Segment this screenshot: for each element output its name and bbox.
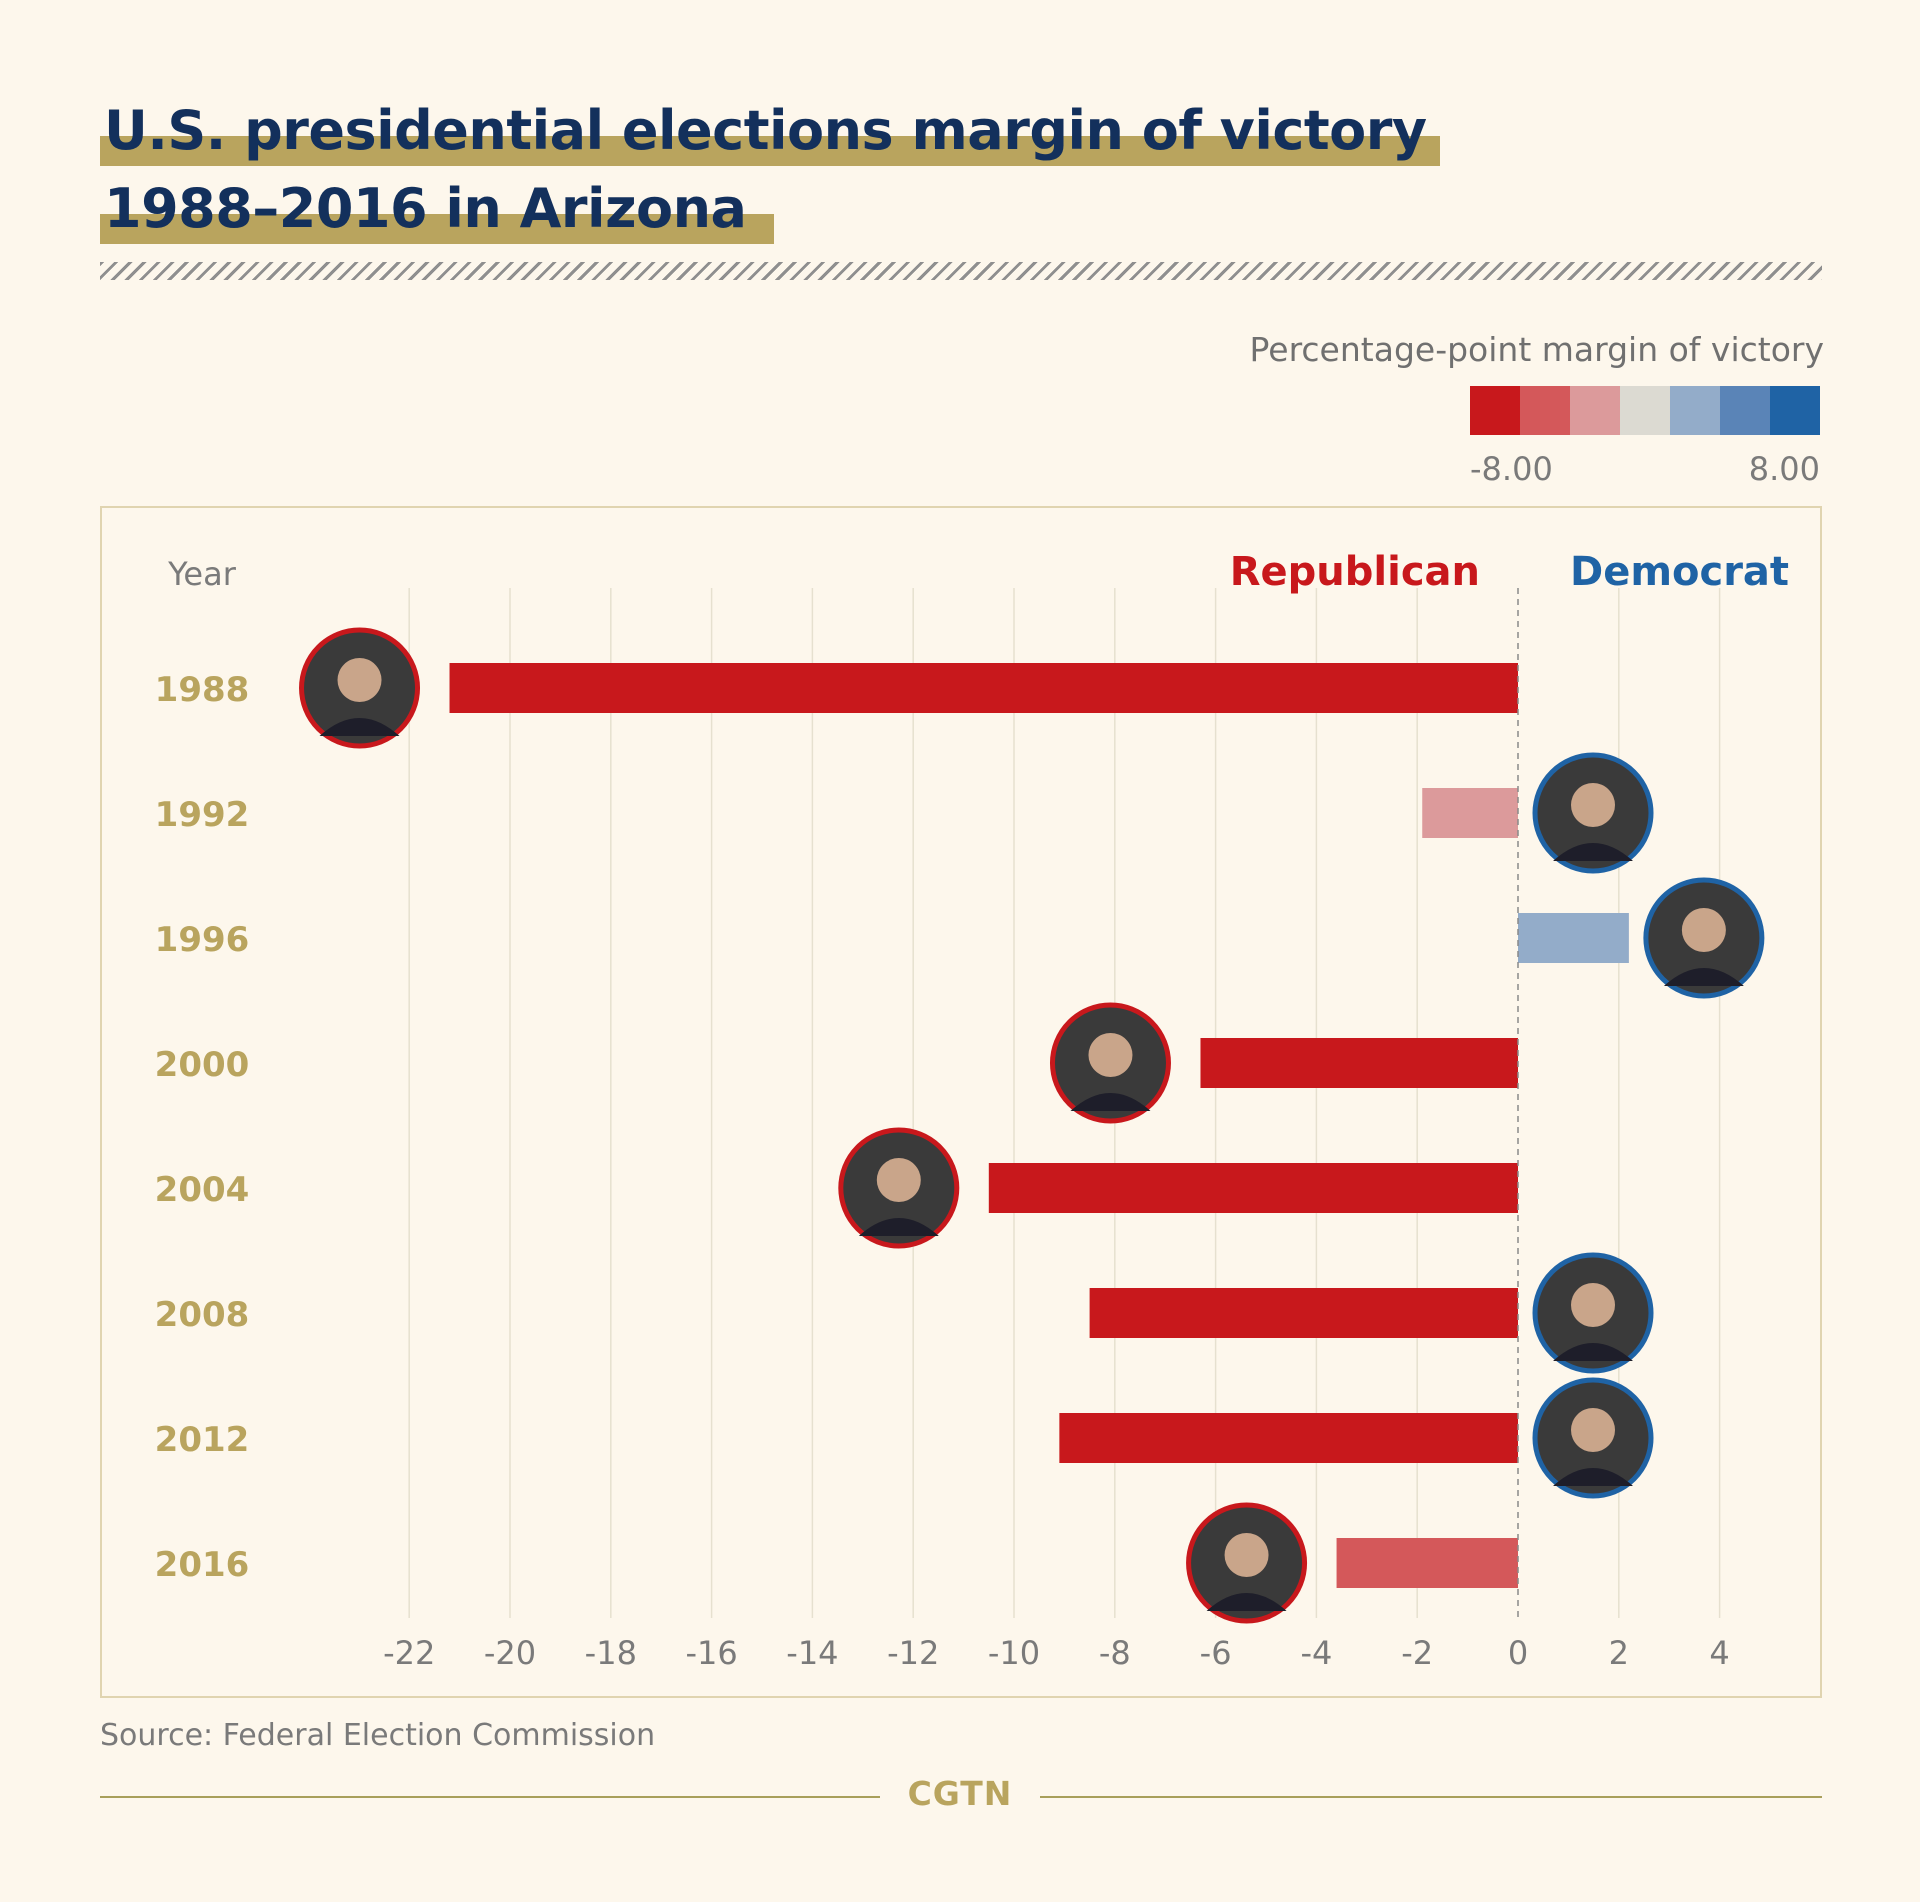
source-note: Source: Federal Election Commission [100, 1718, 656, 1753]
year-label-2012: 2012 [155, 1420, 250, 1460]
footer-rule-right [1040, 1796, 1822, 1798]
candidate-suit-2004 [858, 1218, 939, 1236]
legend-min-label: -8.00 [1470, 450, 1553, 488]
year-header: Year [167, 555, 237, 593]
legend-swatch-3 [1620, 386, 1670, 435]
democrat-label: Democrat [1570, 549, 1789, 595]
color-scale-legend [1470, 386, 1820, 435]
bar-2012 [1059, 1413, 1518, 1463]
year-label-2000: 2000 [155, 1045, 250, 1085]
candidate-face-2016 [1224, 1533, 1269, 1577]
candidate-face-2008 [1571, 1283, 1615, 1327]
hatched-divider [100, 262, 1822, 280]
title-text-1: U.S. presidential elections margin of vi… [104, 99, 1427, 162]
x-tick-label-1: -20 [484, 1634, 536, 1672]
x-tick-label-12: 2 [1609, 1634, 1629, 1672]
bar-2000 [1200, 1038, 1518, 1088]
bar-1992 [1422, 788, 1518, 838]
x-tick-label-0: -22 [383, 1634, 435, 1672]
year-label-1992: 1992 [155, 795, 250, 835]
candidate-suit-1996 [1663, 968, 1744, 986]
candidate-face-2000 [1088, 1033, 1133, 1077]
x-tick-label-6: -10 [988, 1634, 1040, 1672]
x-tick-label-7: -8 [1099, 1634, 1131, 1672]
brand-logo: CGTN [907, 1774, 1013, 1813]
x-tick-label-8: -6 [1200, 1634, 1232, 1672]
year-label-2016: 2016 [155, 1545, 250, 1585]
legend-swatch-5 [1720, 386, 1770, 435]
x-tick-label-10: -2 [1401, 1634, 1433, 1672]
year-label-2008: 2008 [155, 1295, 250, 1335]
legend-swatch-0 [1470, 386, 1520, 435]
bar-1988 [449, 663, 1518, 713]
title-line-2: 1988–2016 in Arizona [100, 170, 1427, 248]
bar-2008 [1089, 1288, 1518, 1338]
x-tick-label-11: 0 [1508, 1634, 1528, 1672]
title-text-2: 1988–2016 in Arizona [104, 177, 747, 240]
title-line-1: U.S. presidential elections margin of vi… [100, 92, 1440, 170]
x-tick-label-4: -14 [786, 1634, 838, 1672]
candidate-suit-2012 [1553, 1468, 1633, 1486]
title-highlight-2 [100, 214, 774, 244]
legend-swatch-4 [1670, 386, 1720, 435]
legend-swatch-2 [1570, 386, 1620, 435]
bar-1996 [1518, 913, 1629, 963]
candidate-suit-1988 [319, 718, 400, 736]
candidate-face-1992 [1571, 783, 1615, 827]
title-highlight-1 [100, 136, 1440, 166]
year-label-1996: 1996 [155, 920, 250, 960]
x-tick-label-9: -4 [1300, 1634, 1332, 1672]
candidate-face-1988 [337, 658, 382, 702]
candidate-face-1996 [1681, 908, 1726, 952]
x-tick-label-3: -16 [685, 1634, 737, 1672]
footer-rule-left [100, 1796, 880, 1798]
republican-label: Republican [1230, 549, 1480, 595]
candidate-suit-2008 [1553, 1343, 1633, 1361]
legend-title: Percentage-point margin of victory [1249, 330, 1824, 369]
x-tick-label-2: -18 [585, 1634, 637, 1672]
x-tick-label-13: 4 [1709, 1634, 1729, 1672]
bar-chart: Year Republican Democrat198819921996200020… [155, 549, 1789, 1672]
x-tick-label-5: -12 [887, 1634, 939, 1672]
bar-2016 [1336, 1538, 1518, 1588]
candidate-suit-2016 [1206, 1593, 1287, 1611]
year-label-2004: 2004 [155, 1170, 250, 1210]
chart-frame: Year Republican Democrat 1988 1992 1996 2000 20… [100, 506, 1822, 1698]
legend-swatch-1 [1520, 386, 1570, 435]
candidate-suit-2000 [1070, 1093, 1151, 1111]
legend-max-label: 8.00 [1748, 450, 1820, 488]
candidate-face-2012 [1571, 1408, 1615, 1452]
candidate-face-2004 [876, 1158, 921, 1202]
legend-swatch-6 [1770, 386, 1820, 435]
year-label-1988: 1988 [155, 670, 250, 710]
candidate-suit-1992 [1553, 843, 1633, 861]
title-block: U.S. presidential elections margin of vi… [100, 92, 1440, 248]
bar-2004 [988, 1163, 1518, 1213]
